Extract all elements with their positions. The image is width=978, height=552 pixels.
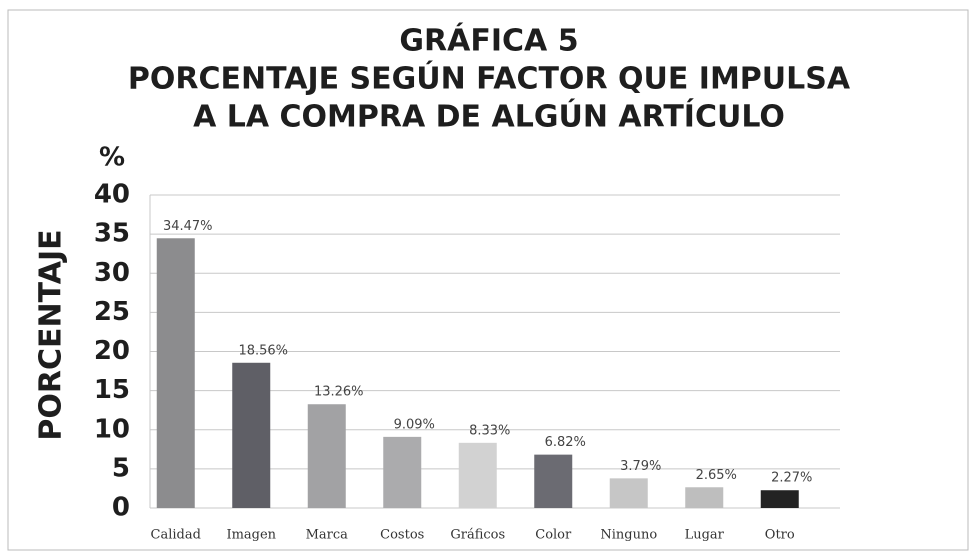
bar: [685, 487, 724, 508]
x-tick-label: Otro: [765, 528, 795, 543]
y-tick-label: 20: [94, 336, 130, 366]
y-tick-label: 5: [112, 453, 130, 483]
y-unit: %: [99, 143, 125, 173]
data-label: 9.09%: [394, 417, 435, 432]
y-tick-label: 30: [94, 258, 130, 288]
bar: [156, 238, 195, 508]
frame: [7, 9, 969, 551]
chart-title: A LA COMPRA DE ALGÚN ARTÍCULO: [193, 98, 785, 135]
x-tick-label: Costos: [380, 528, 424, 543]
data-label: 34.47%: [163, 219, 213, 234]
x-tick-label: Marca: [306, 528, 349, 543]
x-tick-label: Color: [535, 528, 572, 543]
data-label: 2.65%: [696, 468, 737, 483]
data-label: 3.79%: [620, 459, 661, 474]
bar: [609, 478, 648, 508]
data-label: 18.56%: [238, 343, 288, 358]
y-tick-label: 40: [94, 180, 130, 210]
bar: [307, 404, 346, 508]
y-tick-label: 35: [94, 219, 130, 249]
bar: [534, 454, 573, 508]
bar: [232, 362, 271, 508]
bar: [458, 442, 497, 508]
data-label: 8.33%: [469, 423, 510, 438]
chart-title: PORCENTAJE SEGÚN FACTOR QUE IMPULSA: [128, 60, 851, 97]
y-axis-label: PORCENTAJE: [34, 229, 69, 440]
bar: [760, 490, 799, 508]
y-tick-label: 25: [94, 297, 130, 327]
data-label: 13.26%: [314, 385, 364, 400]
y-tick-label: 15: [94, 375, 130, 405]
x-tick-label: Imagen: [226, 528, 276, 543]
data-label: 6.82%: [545, 435, 586, 450]
x-tick-label: Ninguno: [600, 528, 657, 543]
x-tick-label: Gráficos: [450, 528, 505, 543]
x-tick-label: Calidad: [151, 528, 201, 543]
chart-title: GRÁFICA 5: [399, 23, 578, 59]
data-label: 2.27%: [771, 471, 812, 486]
y-tick-label: 10: [94, 414, 130, 444]
y-tick-label: 0: [112, 493, 130, 523]
bar: [383, 436, 422, 508]
x-tick-label: Lugar: [685, 528, 725, 543]
